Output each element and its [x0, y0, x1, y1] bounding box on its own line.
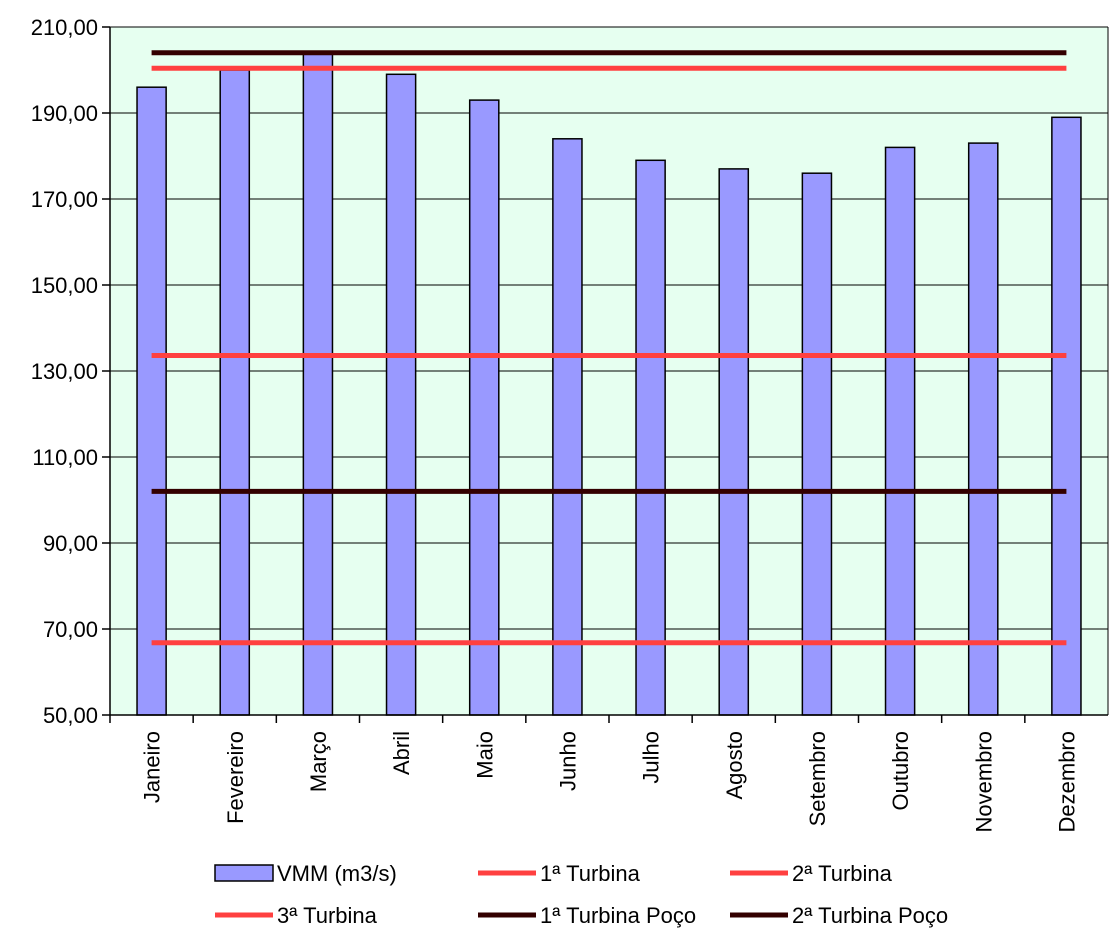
- x-tick-label: Abril: [389, 731, 414, 775]
- x-tick-label: Outubro: [888, 731, 913, 811]
- y-tick-label: 130,00: [31, 359, 98, 384]
- y-tick-label: 210,00: [31, 15, 98, 40]
- legend-swatch: [214, 864, 274, 882]
- bar: [302, 52, 334, 716]
- bar: [219, 69, 251, 716]
- legend-label: 2ª Turbina: [792, 861, 893, 886]
- y-tick-label: 70,00: [43, 617, 98, 642]
- y-tick-label: 110,00: [32, 445, 98, 470]
- bar: [385, 73, 417, 716]
- gridlines: [102, 26, 1108, 716]
- y-tick-label: 170,00: [31, 187, 98, 212]
- x-tick-label: Fevereiro: [223, 731, 248, 824]
- x-tick-label: Janeiro: [140, 731, 165, 803]
- legend-label: 1ª Turbina Poço: [540, 903, 696, 928]
- legend-label: 3ª Turbina: [277, 903, 378, 928]
- bar: [1051, 116, 1082, 716]
- bar: [801, 172, 833, 716]
- legend-label: 2ª Turbina Poço: [792, 903, 948, 928]
- x-tick-label: Março: [306, 731, 331, 792]
- bar: [552, 138, 583, 716]
- x-tick-label: Setembro: [805, 731, 830, 826]
- bar: [468, 99, 500, 716]
- legend: VMM (m3/s) 1ª Turbina 2ª Turbina 3ª Turbina…: [214, 861, 948, 928]
- x-tick-label: Junho: [555, 731, 580, 791]
- legend-label: VMM (m3/s): [277, 861, 397, 886]
- legend-label: 1ª Turbina: [540, 861, 641, 886]
- bar: [718, 168, 750, 716]
- reference-lines: [151, 50, 1067, 646]
- bar: [136, 86, 167, 716]
- y-tick-labels: 50,00 70,00 90,00 110,00 130,00 150,00 170,00 1…: [31, 15, 98, 728]
- x-tick-labels: Janeiro Fevereiro Março Abril Maio Junho Julho…: [109, 715, 1079, 832]
- bars: [136, 52, 1082, 716]
- x-tick-label: Maio: [472, 731, 497, 779]
- x-tick-label: Julho: [639, 731, 664, 784]
- x-tick-label: Novembro: [971, 731, 996, 832]
- bar: [635, 159, 666, 716]
- y-tick-label: 90,00: [43, 531, 98, 556]
- y-tick-label: 50,00: [43, 703, 98, 728]
- x-tick-label: Dezembro: [1054, 731, 1079, 832]
- bar: [967, 142, 999, 716]
- bar: [884, 146, 916, 716]
- y-tick-label: 190,00: [31, 101, 98, 126]
- y-tick-label: 150,00: [31, 273, 98, 298]
- x-tick-label: Agosto: [722, 731, 747, 800]
